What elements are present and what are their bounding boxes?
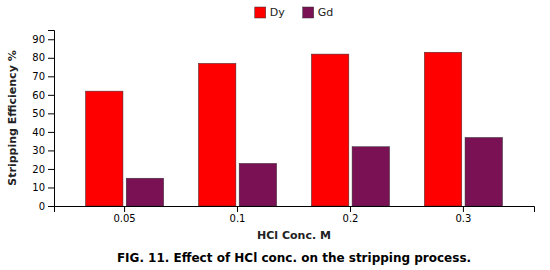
tick: 0 xyxy=(39,201,54,212)
bar xyxy=(198,63,235,206)
tick-mark xyxy=(237,206,238,212)
tick-mark xyxy=(48,132,54,133)
legend-swatch xyxy=(255,7,266,18)
tick-mark xyxy=(48,39,54,40)
legend-swatch xyxy=(303,7,314,18)
tick: 80 xyxy=(32,52,54,63)
bar xyxy=(465,137,502,206)
tick-label: 10 xyxy=(32,182,45,193)
y-axis: 0 10 20 30 40 50 60 70 80 90 xyxy=(32,31,54,212)
tick-mark xyxy=(124,206,125,212)
legend-label: Dy xyxy=(270,6,285,19)
tick: 30 xyxy=(32,145,54,156)
tick-label: 60 xyxy=(32,90,45,101)
tick: 20 xyxy=(32,164,54,175)
x-axis-title: HCl Conc. M xyxy=(257,229,331,242)
tick-mark xyxy=(48,169,54,170)
tick-mark xyxy=(48,206,54,207)
tick-mark xyxy=(48,113,54,114)
x-axis: 0.05 0.1 0.2 0.3 xyxy=(55,206,535,224)
tick-label: 0.05 xyxy=(113,213,135,224)
bar xyxy=(239,163,276,206)
bar xyxy=(352,147,389,206)
bar xyxy=(126,178,163,206)
tick: 50 xyxy=(32,108,54,119)
tick-label: 0.2 xyxy=(343,213,359,224)
legend: Dy Gd xyxy=(255,6,334,19)
tick-label: 0 xyxy=(39,201,45,212)
tick-mark xyxy=(48,95,54,96)
bar-series xyxy=(126,137,502,206)
axis-line xyxy=(55,207,535,213)
tick-mark xyxy=(463,206,464,212)
tick: 40 xyxy=(32,127,54,138)
tick: 90 xyxy=(32,34,54,45)
tick-label: 0.1 xyxy=(230,213,246,224)
tick-label: 50 xyxy=(32,108,45,119)
tick: 0.2 xyxy=(343,206,359,224)
tick: 0.1 xyxy=(230,206,246,224)
tick-label: 30 xyxy=(32,145,45,156)
legend-label: Gd xyxy=(318,6,334,19)
tick-label: 70 xyxy=(32,71,45,82)
tick: 70 xyxy=(32,71,54,82)
tick: 0.3 xyxy=(455,206,471,224)
y-axis-title: Stripping Efficiency % xyxy=(6,50,19,185)
tick-mark xyxy=(48,150,54,151)
bar xyxy=(311,54,348,206)
tick-label: 90 xyxy=(32,34,45,45)
legend-item: Dy xyxy=(255,6,285,19)
tick-mark xyxy=(350,206,351,212)
tick-mark xyxy=(48,187,54,188)
plot: 0 10 20 30 40 50 60 70 80 90 0.05 0.1 0.2 0.3 HCl Conc… xyxy=(6,31,535,243)
tick-mark xyxy=(48,58,54,59)
chart-title: FIG. 11. Effect of HCl conc. on the stri… xyxy=(117,251,471,265)
axis-line xyxy=(48,31,55,207)
chart: 0 10 20 30 40 50 60 70 80 90 0.05 0.1 0.2 0.3 HCl Conc… xyxy=(0,0,550,270)
tick-label: 40 xyxy=(32,127,45,138)
tick-label: 80 xyxy=(32,52,45,63)
bar xyxy=(85,91,122,206)
tick-mark xyxy=(48,76,54,77)
tick: 10 xyxy=(32,182,54,193)
legend-item: Gd xyxy=(303,6,334,19)
bar-series xyxy=(85,52,461,206)
tick: 60 xyxy=(32,90,54,101)
tick-label: 0.3 xyxy=(455,213,471,224)
tick: 0.05 xyxy=(113,206,135,224)
bars xyxy=(85,52,502,206)
tick-label: 20 xyxy=(32,164,45,175)
bar xyxy=(424,52,461,206)
